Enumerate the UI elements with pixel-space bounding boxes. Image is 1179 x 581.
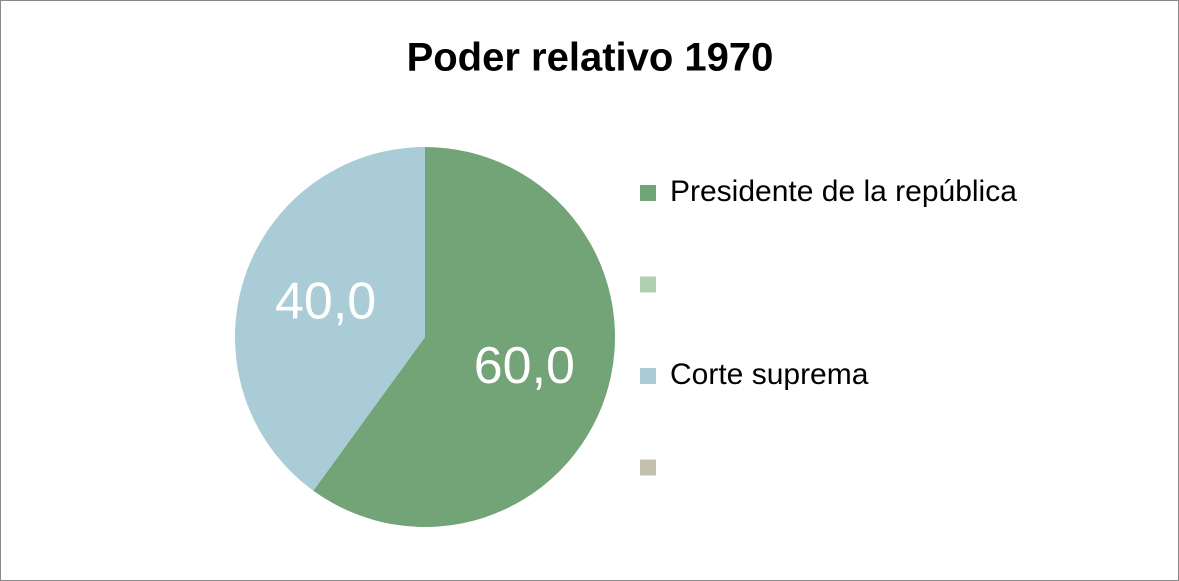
legend-swatch [640, 368, 656, 384]
legend-swatch [640, 459, 656, 476]
chart-title: Poder relativo 1970 [407, 36, 774, 80]
legend-swatch [640, 276, 656, 293]
pie-slice [235, 147, 425, 491]
legend-swatch [640, 185, 656, 201]
legend-label: Corte suprema [670, 358, 869, 391]
data-label: 60,0 [474, 337, 575, 395]
legend-label: Presidente de la república [670, 175, 1017, 208]
pie-slice [313, 147, 616, 527]
data-label: 40,0 [275, 272, 376, 330]
